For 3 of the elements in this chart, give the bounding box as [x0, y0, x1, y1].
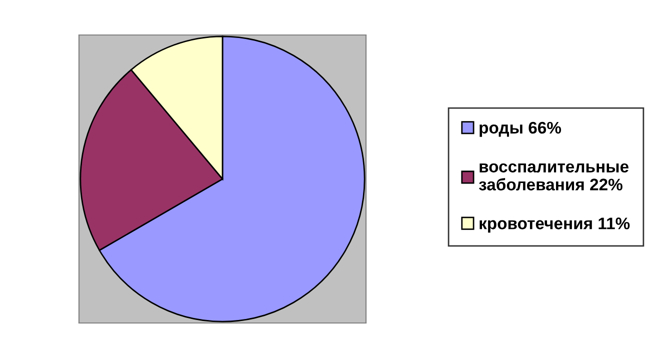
legend-label: кровотечения 11% — [480, 218, 630, 233]
legend-label: роды 66% — [480, 122, 562, 137]
legend-label: восспалительные заболевания 22% — [478, 163, 629, 190]
